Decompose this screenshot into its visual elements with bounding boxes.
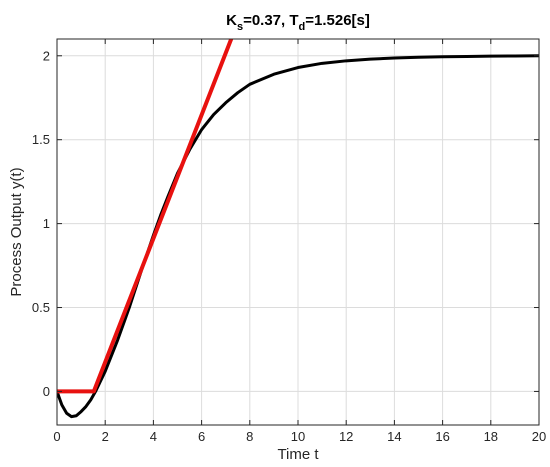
x-tick-label: 10 [291, 429, 305, 444]
x-tick-label: 2 [102, 429, 109, 444]
y-tick-label: 0 [43, 384, 50, 399]
y-tick-label: 1.5 [32, 132, 50, 147]
y-tick-label: 2 [43, 48, 50, 63]
y-ticks: 0 0.5 1 1.5 2 [32, 48, 539, 399]
x-tick-label: 6 [198, 429, 205, 444]
x-tick-label: 8 [246, 429, 253, 444]
x-tick-label: 14 [387, 429, 401, 444]
x-tick-label: 16 [435, 429, 449, 444]
title-k-subscript: s [237, 21, 243, 33]
x-tick-label: 20 [532, 429, 546, 444]
title-k-value: =0.37, T [243, 12, 298, 29]
chart-title: Ks=0.37, Td=1.526[s] [226, 12, 370, 33]
y-tick-label: 0.5 [32, 300, 50, 315]
title-t-subscript: d [299, 21, 306, 33]
title-k: K [226, 12, 237, 29]
x-tick-label: 0 [53, 429, 60, 444]
data-series [57, 39, 539, 419]
x-tick-label: 4 [150, 429, 157, 444]
x-tick-label: 18 [484, 429, 498, 444]
y-axis-label: Process Output y(t) [8, 167, 25, 296]
x-axis-label: Time t [277, 446, 319, 463]
x-ticks: 0 2 4 6 8 10 12 14 16 18 20 [53, 39, 546, 444]
title-t-value: =1.526[s] [305, 12, 370, 29]
y-tick-label: 1 [43, 216, 50, 231]
x-tick-label: 12 [339, 429, 353, 444]
tangent-line [57, 39, 234, 394]
